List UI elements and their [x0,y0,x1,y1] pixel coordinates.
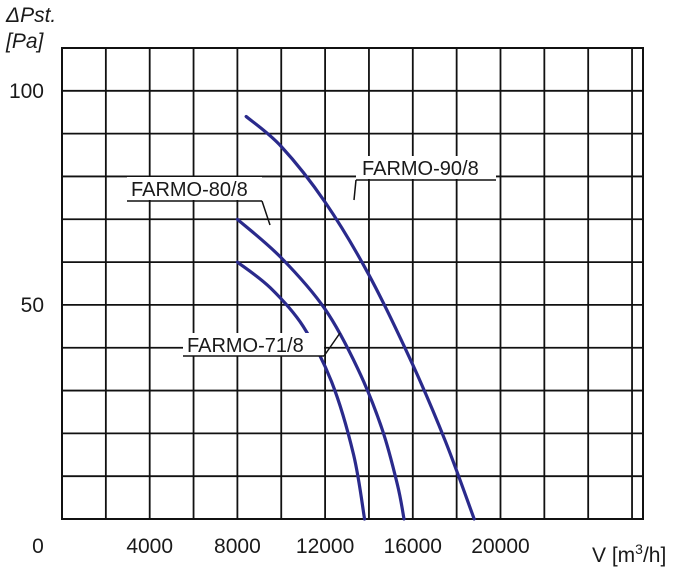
series-callouts: FARMO-90/8 FARMO-80/8 FARMO-71/8 [127,156,496,357]
callout-leader-farmo-71-8 [323,332,341,357]
curve-farmo-80-8 [235,217,406,521]
y-tick-label: 50 [21,294,44,317]
x-axis-label-suffix: /h] [643,544,666,567]
curve-farmo-71-8 [235,260,367,521]
x-tick-label: 20000 [471,535,529,558]
fan-curves [235,114,476,521]
y-axis-label-symbol: ΔPst. [5,4,56,27]
x-axis-label-prefix: V [m [592,544,635,567]
axis-ticks: 0 4000 8000 12000 16000 20000 100 50 [9,80,530,558]
callout-leader-farmo-90-8 [353,179,357,201]
x-tick-label: 4000 [126,535,173,558]
x-tick-label: 0 [32,535,44,558]
x-axis-label: V [m3/h] [592,541,666,567]
callout-bg-farmo-71-8 [183,333,324,356]
callout-leader-farmo-80-8 [261,200,271,226]
curve-farmo-90-8 [244,114,476,521]
callout-bg-farmo-80-8 [127,177,262,200]
series-label-farmo-80-8: FARMO-80/8 [131,179,248,201]
x-tick-label: 8000 [214,535,261,558]
x-tick-label: 12000 [296,535,354,558]
series-label-farmo-90-8: FARMO-90/8 [362,158,479,180]
x-axis-label-superscript: 3 [635,541,643,557]
x-tick-label: 16000 [384,535,442,558]
callout-bg-farmo-90-8 [356,156,496,179]
y-tick-label: 100 [9,80,44,103]
y-axis-label-unit: [Pa] [5,30,45,53]
plot-frame [61,47,644,520]
chart-grid [61,47,644,520]
series-label-farmo-71-8: FARMO-71/8 [187,335,304,357]
